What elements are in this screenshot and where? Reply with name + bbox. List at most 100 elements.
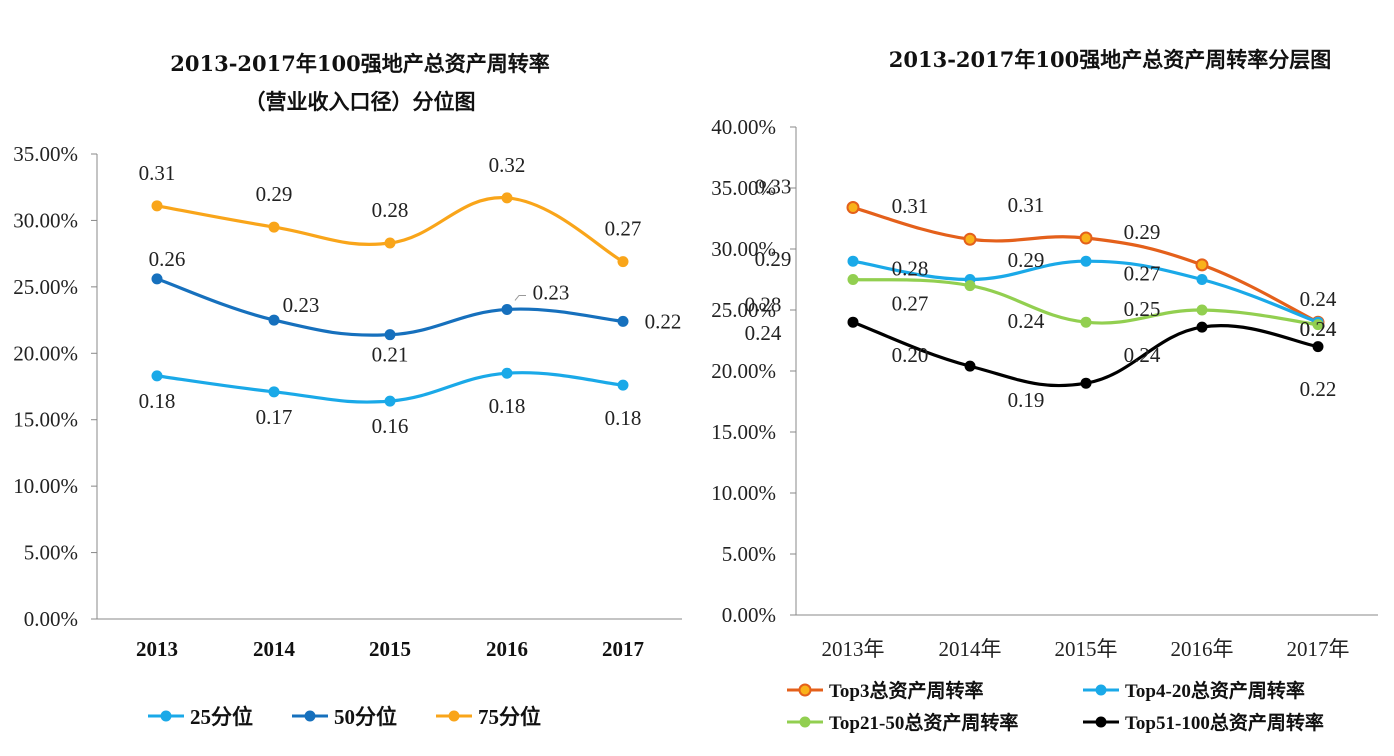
right-data-label: 0.24: [1008, 309, 1045, 333]
right-data-point: [1196, 304, 1208, 316]
left-data-point: [268, 314, 280, 326]
left-data-label: 0.22: [645, 309, 682, 333]
left-x-tick-label: 2016: [486, 637, 528, 661]
right-chart-title: 2013-2017年100强地产总资产周转率分层图: [860, 44, 1360, 74]
left-data-label: 0.21: [372, 343, 409, 367]
right-y-tick-label: 30.00%: [711, 237, 776, 261]
right-y-tick-label: 0.00%: [722, 603, 776, 627]
right-y-tick-label: 5.00%: [722, 542, 776, 566]
left-chart-title-line2: （营业收入口径）分位图: [244, 89, 476, 114]
right-chart-title-line1: 2013-2017年100强地产总资产周转率分层图: [888, 47, 1332, 72]
left-data-label: 0.16: [372, 414, 409, 438]
left-data-point: [384, 329, 396, 341]
right-legend-marker: [798, 683, 812, 697]
left-chart: 0.00% 5.00% 10.00% 15.00% 20.00% 25.00% 30.00%…: [13, 142, 682, 729]
left-data-label: 0.32: [489, 153, 526, 177]
right-legend-label: Top51-100总资产周转率: [1125, 711, 1324, 734]
right-legend-label: Top3总资产周转率: [829, 679, 984, 702]
right-data-point: [1080, 255, 1092, 267]
right-y-tick-label: 10.00%: [711, 481, 776, 505]
right-data-point: [964, 360, 976, 372]
left-y-tick-label: 0.00%: [24, 607, 78, 631]
left-data-label: 0.23: [533, 280, 570, 304]
left-x-tick-label: 2017: [602, 637, 644, 661]
right-data-label: 0.33: [755, 175, 792, 199]
right-x-tick-label: 2016年: [1171, 637, 1234, 661]
right-data-label: 0.28: [892, 257, 929, 281]
left-data-point: [151, 273, 163, 285]
left-x-tick-label: 2013: [136, 637, 178, 661]
right-data-label: 0.24: [1300, 287, 1337, 311]
right-y-tick-label: 35.00%: [711, 176, 776, 200]
left-y-tick-label: 15.00%: [13, 408, 78, 432]
right-data-label: 0.31: [1008, 193, 1045, 217]
left-data-label: 0.28: [372, 198, 409, 222]
left-data-label: 0.18: [139, 389, 176, 413]
right-data-point: [847, 316, 859, 328]
left-data-point: [384, 237, 396, 249]
left-chart-title: 2013-2017年100强地产总资产周转率 （营业收入口径）分位图: [110, 48, 610, 116]
left-data-point: [151, 200, 163, 212]
right-data-point: [1312, 319, 1324, 331]
left-data-point: [617, 315, 629, 327]
left-chart-title-line1: 2013-2017年100强地产总资产周转率: [170, 51, 550, 76]
left-data-label: 0.18: [605, 406, 642, 430]
right-data-point: [846, 201, 860, 215]
right-data-point: [1196, 274, 1208, 285]
left-y-tick-label: 20.00%: [13, 341, 78, 365]
right-data-label: 0.24: [1300, 317, 1337, 341]
right-data-label: 0.22: [1300, 377, 1337, 401]
right-data-label: 0.25: [1124, 297, 1161, 321]
right-y-tick-label: 15.00%: [711, 420, 776, 444]
left-data-point: [151, 370, 163, 382]
right-x-tick-label: 2017年: [1287, 637, 1350, 661]
right-data-point: [1079, 231, 1093, 245]
right-legend-marker: [1095, 716, 1107, 728]
left-y-tick-label: 35.00%: [13, 142, 78, 166]
right-data-point: [1196, 321, 1208, 333]
right-data-label: 0.29: [755, 247, 792, 271]
right-legend-marker: [1095, 684, 1107, 696]
right-data-point: [1080, 377, 1092, 389]
left-data-point: [384, 395, 396, 407]
left-data-label: 0.26: [149, 247, 186, 271]
right-legend-label: Top21-50总资产周转率: [829, 711, 1018, 734]
left-data-point: [617, 256, 629, 268]
right-data-label: 0.29: [1124, 220, 1161, 244]
right-x-tick-label: 2013年: [822, 637, 885, 661]
left-leader-line: [514, 294, 526, 301]
right-y-tick-label: 25.00%: [711, 298, 776, 322]
left-y-tick-label: 10.00%: [13, 474, 78, 498]
right-data-label: 0.28: [745, 293, 782, 317]
right-data-label: 0.24: [745, 321, 782, 345]
left-data-label: 0.18: [489, 394, 526, 418]
right-chart: 0.00% 5.00% 10.00% 15.00% 20.00% 25.00% 30.00%…: [711, 115, 1378, 734]
left-data-point: [501, 192, 513, 204]
right-data-point: [964, 280, 976, 292]
left-legend-marker: [160, 710, 172, 722]
left-y-tick-label: 5.00%: [24, 541, 78, 565]
right-legend-label: Top4-20总资产周转率: [1125, 679, 1305, 702]
left-x-tick-label: 2015: [369, 637, 411, 661]
left-data-label: 0.29: [256, 182, 293, 206]
right-data-point: [1195, 258, 1209, 272]
left-data-point: [501, 367, 513, 379]
right-data-point: [963, 232, 977, 246]
left-data-label: 0.17: [256, 405, 293, 429]
left-data-point: [268, 386, 280, 398]
left-x-tick-label: 2014: [253, 637, 296, 661]
left-data-point: [501, 303, 513, 315]
right-y-tick-label: 20.00%: [711, 359, 776, 383]
left-legend-label: 25分位: [190, 705, 253, 729]
left-data-label: 0.23: [283, 293, 320, 317]
left-y-tick-label: 30.00%: [13, 208, 78, 232]
right-data-point: [847, 274, 859, 285]
right-x-tick-label: 2014年: [939, 637, 1002, 661]
right-data-label: 0.20: [892, 343, 929, 367]
right-data-label: 0.27: [1124, 262, 1161, 286]
left-legend-marker: [304, 710, 316, 722]
left-data-label: 0.31: [139, 161, 176, 185]
left-data-point: [617, 379, 629, 391]
right-x-tick-label: 2015年: [1055, 637, 1118, 661]
left-data-label: 0.27: [605, 217, 642, 241]
